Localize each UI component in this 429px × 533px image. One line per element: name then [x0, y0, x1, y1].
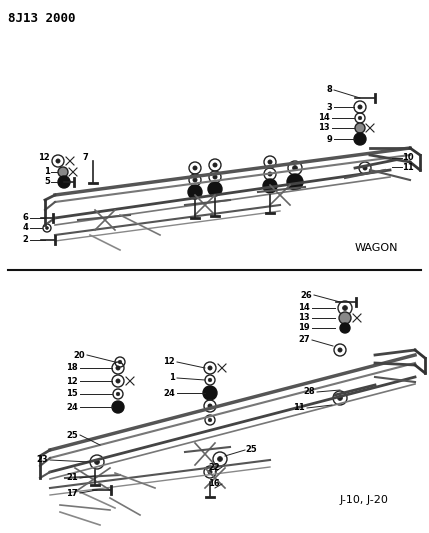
Text: 19: 19	[299, 324, 310, 333]
Circle shape	[94, 459, 100, 464]
Text: 5: 5	[44, 177, 50, 187]
Text: 28: 28	[303, 387, 315, 397]
Text: 14: 14	[318, 114, 330, 123]
Text: 22: 22	[208, 463, 220, 472]
Circle shape	[263, 179, 277, 193]
Circle shape	[56, 159, 60, 163]
Text: 17: 17	[66, 489, 78, 497]
Circle shape	[358, 105, 362, 109]
Circle shape	[268, 172, 272, 176]
Text: 24: 24	[163, 389, 175, 398]
Circle shape	[340, 323, 350, 333]
Text: 15: 15	[66, 390, 78, 399]
Circle shape	[268, 160, 272, 164]
Circle shape	[45, 227, 48, 229]
Circle shape	[363, 166, 367, 170]
Text: 23: 23	[36, 456, 48, 464]
Text: 13: 13	[318, 124, 330, 133]
Text: 7: 7	[82, 152, 88, 161]
Circle shape	[208, 404, 212, 408]
Circle shape	[116, 379, 120, 383]
Text: 11: 11	[293, 403, 305, 413]
Circle shape	[116, 366, 120, 370]
Text: 12: 12	[163, 358, 175, 367]
Circle shape	[208, 378, 212, 382]
Text: J-10, J-20: J-10, J-20	[340, 495, 389, 505]
Text: 26: 26	[300, 290, 312, 300]
Text: 20: 20	[73, 351, 85, 359]
Text: 21: 21	[66, 473, 78, 482]
Text: 24: 24	[66, 402, 78, 411]
Text: 16: 16	[208, 480, 220, 489]
Text: 25: 25	[245, 446, 257, 455]
Text: 18: 18	[66, 364, 78, 373]
Circle shape	[188, 185, 202, 199]
Text: 9: 9	[326, 134, 332, 143]
Circle shape	[218, 457, 223, 462]
Text: WAGON: WAGON	[355, 243, 399, 253]
Text: 10: 10	[402, 154, 414, 163]
Text: 2: 2	[22, 236, 28, 245]
Circle shape	[118, 360, 122, 364]
Circle shape	[339, 312, 351, 324]
Circle shape	[58, 167, 68, 177]
Circle shape	[358, 116, 362, 120]
Circle shape	[203, 386, 217, 400]
Circle shape	[354, 133, 366, 145]
Text: 3: 3	[326, 102, 332, 111]
Circle shape	[213, 163, 217, 167]
Text: 11: 11	[402, 163, 414, 172]
Text: 12: 12	[66, 376, 78, 385]
Circle shape	[116, 392, 120, 395]
Circle shape	[338, 395, 342, 400]
Text: 8J13 2000: 8J13 2000	[8, 12, 76, 25]
Text: 1: 1	[44, 167, 50, 176]
Circle shape	[287, 174, 303, 190]
Circle shape	[355, 123, 365, 133]
Circle shape	[208, 418, 212, 422]
Circle shape	[193, 166, 197, 170]
Text: 8: 8	[326, 85, 332, 94]
Text: 1: 1	[169, 374, 175, 383]
Text: 4: 4	[22, 223, 28, 232]
Circle shape	[112, 401, 124, 413]
Circle shape	[208, 182, 222, 196]
Text: 14: 14	[298, 303, 310, 312]
Circle shape	[58, 176, 70, 188]
Text: 27: 27	[299, 335, 310, 344]
Circle shape	[193, 178, 197, 182]
Circle shape	[208, 366, 212, 370]
Circle shape	[293, 166, 297, 171]
Text: 25: 25	[66, 431, 78, 440]
Text: 13: 13	[299, 313, 310, 322]
Text: 12: 12	[38, 152, 50, 161]
Circle shape	[342, 305, 347, 310]
Circle shape	[213, 175, 217, 179]
Circle shape	[338, 348, 342, 352]
Circle shape	[208, 470, 212, 474]
Text: 6: 6	[22, 214, 28, 222]
